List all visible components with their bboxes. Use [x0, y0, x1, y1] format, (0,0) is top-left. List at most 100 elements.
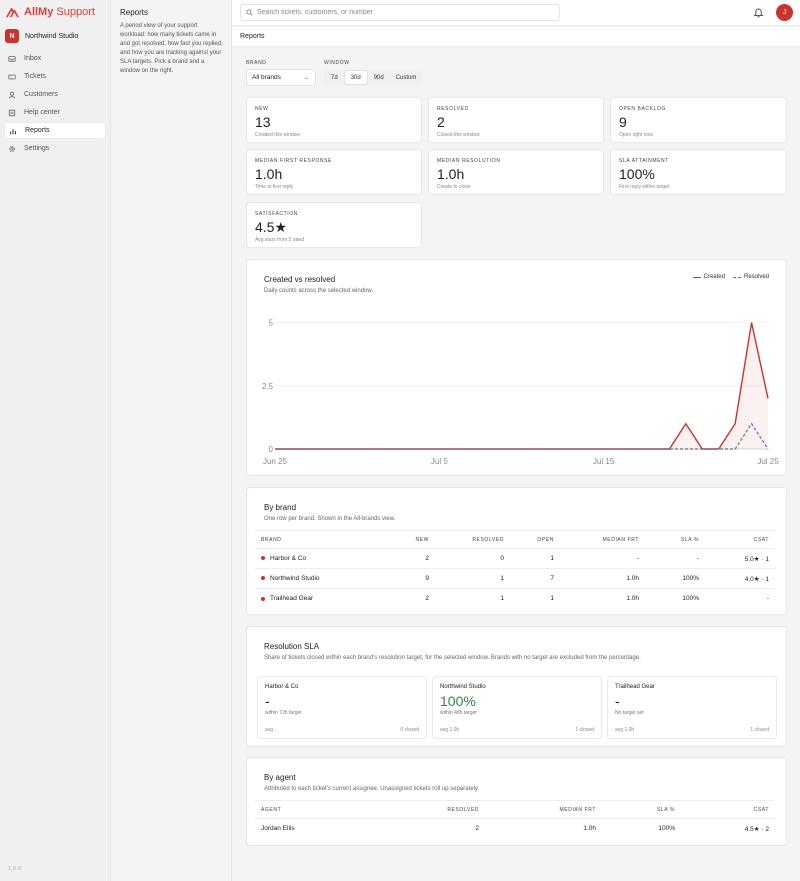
app-brand[interactable]: AllMy Support [0, 0, 110, 24]
table-cell: 1.0h [485, 818, 602, 839]
column-header: AGENT [255, 800, 405, 819]
info-panel: Reports A period view of your support wo… [111, 0, 232, 881]
table-row[interactable]: Jordan Ellis 2 1.0h 100% 4.5★ · 2 [255, 818, 775, 839]
stat-caption: Time to first reply [255, 184, 294, 190]
table-cell: 2 [405, 588, 435, 609]
table-cell: - [645, 548, 705, 569]
table-row[interactable]: Northwind Studio 9 1 7 1.0h 100% 4.0★ · … [255, 568, 775, 589]
y-tick-label: 2.5 [262, 382, 274, 391]
legend-swatch [692, 276, 701, 278]
stat-value: 1.0h [255, 166, 283, 182]
sidebar-item-label: Inbox [24, 55, 42, 62]
sidebar-item-tickets[interactable]: Tickets [4, 68, 106, 85]
sidebar-item-help-center[interactable]: Help center [4, 104, 106, 121]
ticket-icon [8, 74, 16, 79]
table-cell: 4.0★ · 1 [705, 568, 775, 589]
table-cell: 4.5★ · 2 [681, 818, 775, 839]
user-avatar[interactable]: J [776, 4, 793, 21]
table-cell: 100% [602, 818, 681, 839]
search-box[interactable] [240, 4, 560, 21]
stat-value: 2 [437, 114, 445, 130]
stat-label: RESOLVED [437, 106, 469, 112]
search-icon [246, 9, 253, 16]
sidebar-item-customers[interactable]: Customers [4, 86, 106, 103]
brand-select-value: All brands [252, 74, 281, 81]
sla-brand-name: Northwind Studio [440, 684, 486, 690]
info-description: A period view of your support workload: … [120, 23, 223, 74]
sidebar-nav: Inbox Tickets Customers Help center Repo… [0, 50, 110, 157]
stat-caption: Create to close [437, 184, 471, 190]
app-version: 1.0.0 [8, 866, 22, 872]
sla-avg: avg - [265, 727, 277, 733]
legend-swatch [732, 276, 741, 278]
sidebar-item-label: Reports [25, 127, 50, 134]
table-cell: 1.0h [560, 568, 645, 589]
sla-target-note: No target set [615, 710, 644, 716]
sla-brand-name: Harbor & Co [265, 684, 299, 690]
table-cell: 100% [645, 588, 705, 609]
sla-target-note: within 72h target [265, 710, 302, 716]
brand-cell: Trailhead Gear [255, 588, 405, 609]
breadcrumb: Reports [232, 27, 800, 47]
table-row[interactable]: Trailhead Gear 2 1 1 1.0h 100% - [255, 588, 775, 609]
window-tab-7d[interactable]: 7d [331, 74, 338, 81]
x-tick-label: Jul 5 [431, 457, 448, 466]
workspace-switcher[interactable]: N Northwind Studio [0, 25, 110, 47]
brand-dot [261, 576, 265, 581]
resolution-sla-card: Resolution SLA Share of tickets closed w… [246, 626, 787, 747]
brand-dot [261, 596, 265, 601]
y-tick-label: 0 [269, 445, 274, 454]
table-cell: 0 [435, 548, 510, 569]
gear-icon [8, 145, 16, 152]
window-tab-custom[interactable]: Custom [395, 74, 417, 81]
legend-item-created: Created [692, 274, 725, 280]
sla-value: - [265, 693, 270, 709]
column-header: CSAT [705, 530, 775, 549]
search-input[interactable] [257, 9, 547, 16]
column-header: RESOLVED [405, 800, 485, 819]
sla-avg: avg 1.0h [615, 727, 635, 733]
sidebar-item-inbox[interactable]: Inbox [4, 50, 106, 67]
filters-bar: BRAND All brands ⌄ WINDOW 7d 30d 90d Cus… [246, 56, 787, 90]
brand-cell: Northwind Studio [255, 568, 405, 589]
brand-cell: Harbor & Co [255, 548, 405, 569]
chart-plot: 0 2.5 5 Jun 25 Jul 5 Jul 15 Jul 25 [262, 319, 779, 466]
column-header: RESOLVED [435, 530, 510, 549]
column-header: SLA % [645, 530, 705, 549]
reports-main: BRAND All brands ⌄ WINDOW 7d 30d 90d Cus… [246, 56, 787, 846]
sla-avg: avg 1.0h [440, 727, 460, 733]
table-header-row: AGENT RESOLVED MEDIAN FRT SLA % CSAT [255, 800, 775, 819]
table-cell: 5.0★ · 1 [705, 548, 775, 569]
stat-label: MEDIAN RESOLUTION [437, 158, 501, 164]
column-header: MEDIAN FRT [485, 800, 602, 819]
chart-legend: Created Resolved [685, 274, 769, 280]
stat-value: 13 [255, 114, 271, 130]
sidebar-item-reports[interactable]: Reports [4, 122, 106, 139]
by-brand-title: By brand [264, 503, 297, 512]
window-tab-90d[interactable]: 90d [373, 74, 384, 81]
x-tick-label: Jul 15 [593, 457, 615, 466]
chevron-down-icon: ⌄ [303, 75, 309, 81]
by-agent-card: By agent Attributed to each ticket's cur… [246, 757, 787, 846]
y-tick-label: 5 [269, 319, 274, 328]
stat-card-new: NEW 13 Created this window [246, 97, 422, 143]
sla-closed-count: 0 closed [400, 727, 419, 733]
brand-filter-label: BRAND [246, 60, 267, 66]
sidebar-item-settings[interactable]: Settings [4, 140, 106, 157]
brand-dot [261, 556, 265, 561]
table-row[interactable]: Harbor & Co 2 0 1 - - 5.0★ · 1 [255, 548, 775, 569]
chart-icon [10, 128, 16, 134]
notifications-bell-icon[interactable] [753, 7, 764, 18]
window-tab-30d[interactable]: 30d [343, 70, 368, 85]
table-cell: 1 [510, 548, 560, 569]
by-agent-table: AGENT RESOLVED MEDIAN FRT SLA % CSAT Jor… [255, 800, 775, 839]
info-title: Reports [120, 8, 149, 17]
column-header: SLA % [602, 800, 681, 819]
sla-brand-name: Trailhead Gear [615, 684, 655, 690]
by-agent-subtitle: Attributed to each ticket's current assi… [264, 786, 480, 792]
brand-select[interactable]: All brands ⌄ [246, 69, 316, 86]
sidebar-item-label: Customers [24, 91, 58, 98]
sla-closed-count: 1 closed [575, 727, 594, 733]
sidebar-item-label: Tickets [24, 73, 46, 80]
legend-label: Resolved [743, 274, 769, 280]
